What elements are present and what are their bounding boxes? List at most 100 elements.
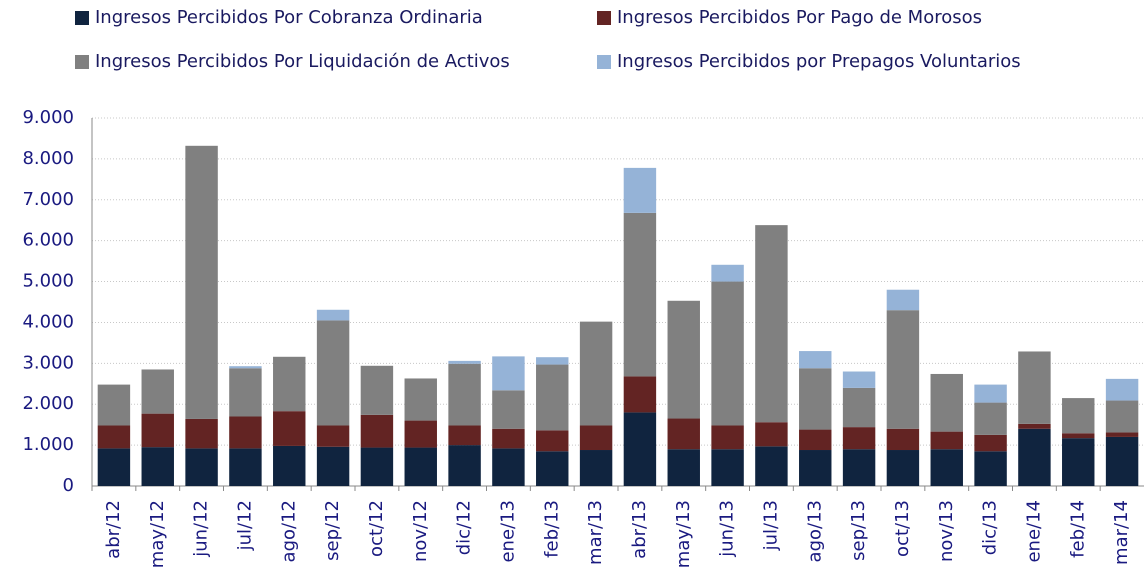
- x-tick-label: dic/12: [454, 500, 475, 555]
- legend-swatch: [597, 55, 611, 69]
- legend: Ingresos Percibidos Por Cobranza Ordinar…: [75, 7, 1021, 72]
- bar-segment: [842, 371, 876, 388]
- bar-segment: [360, 414, 394, 448]
- bar-segment: [755, 422, 788, 447]
- legend-label: Ingresos Percibidos Por Pago de Morosos: [617, 7, 982, 28]
- bar-segment: [1105, 378, 1139, 401]
- bar-segment: [755, 446, 788, 486]
- bar-segment: [229, 368, 262, 417]
- bar-segment: [185, 145, 218, 419]
- x-tick-label: dic/13: [980, 500, 1001, 555]
- x-tick-label: jun/12: [191, 500, 212, 558]
- bar-segment: [229, 416, 262, 449]
- legend-swatch: [75, 11, 89, 25]
- bar-segment: [842, 449, 876, 486]
- x-tick-label: ago/13: [804, 500, 825, 562]
- bar-segment: [711, 281, 744, 426]
- bar-segment: [404, 378, 437, 421]
- y-tick-label: 5.000: [22, 271, 74, 292]
- bar-segment: [273, 356, 306, 412]
- bar-segment: [711, 264, 744, 282]
- bar-segment: [448, 360, 481, 364]
- legend-swatch: [75, 55, 89, 69]
- x-tick-label: may/12: [147, 500, 168, 568]
- bar-segment: [316, 425, 350, 447]
- bar-segment: [536, 430, 569, 452]
- bar-segment: [185, 448, 218, 486]
- x-tick-label: abr/13: [629, 500, 650, 559]
- y-tick-label: 2.000: [22, 393, 74, 414]
- x-tick-label: oct/12: [366, 500, 387, 557]
- bar-segment: [886, 450, 920, 486]
- bar-segment: [492, 356, 525, 391]
- bar-segment: [930, 373, 963, 432]
- bar-segment: [97, 384, 131, 426]
- bar-segment: [667, 449, 700, 486]
- y-tick-label: 6.000: [22, 230, 74, 251]
- bar-segment: [97, 425, 131, 449]
- legend-label: Ingresos Percibidos Por Liquidación de A…: [95, 51, 510, 72]
- bar-segment: [1062, 438, 1095, 486]
- bar-segment: [974, 434, 1007, 452]
- bar-segment: [930, 449, 963, 486]
- bar-segment: [799, 429, 832, 451]
- x-tick-label: mar/13: [585, 500, 606, 565]
- x-tick-label: may/13: [673, 500, 694, 568]
- bar-segment: [141, 447, 174, 486]
- bar-segment: [273, 445, 306, 486]
- bar-segment: [273, 411, 306, 446]
- x-tick-label: jul/13: [760, 500, 781, 551]
- bar-segment: [623, 167, 657, 213]
- bar-segment: [886, 310, 920, 429]
- bar-segment: [185, 418, 218, 449]
- bar-segment: [930, 431, 963, 450]
- bar-segment: [536, 451, 569, 486]
- bar-segment: [974, 402, 1007, 435]
- x-tick-label: mar/14: [1111, 500, 1132, 565]
- bar-segment: [799, 368, 832, 430]
- bar-segment: [974, 384, 1007, 403]
- bar-segment: [404, 420, 437, 448]
- bar-segment: [448, 425, 481, 446]
- bar-segment: [886, 289, 920, 311]
- bar-segment: [448, 445, 481, 486]
- bar-segment: [316, 309, 350, 321]
- x-tick-label: feb/13: [541, 500, 562, 558]
- bar-segment: [536, 357, 569, 365]
- bar-segment: [974, 451, 1007, 486]
- x-tick-label: jul/12: [234, 500, 255, 551]
- bar-segment: [1018, 428, 1051, 486]
- bar-segment: [886, 428, 920, 451]
- bar-segment: [492, 448, 525, 486]
- bar-segment: [755, 225, 788, 423]
- legend-swatch: [597, 11, 611, 25]
- legend-label: Ingresos Percibidos por Prepagos Volunta…: [617, 51, 1021, 72]
- bar-segment: [711, 425, 744, 450]
- x-tick-label: nov/13: [936, 500, 957, 562]
- bar-segment: [492, 428, 525, 449]
- y-tick-label: 0: [63, 475, 74, 496]
- bar-segment: [448, 363, 481, 426]
- x-tick-label: ene/14: [1023, 500, 1044, 563]
- bar-segment: [360, 365, 394, 415]
- bar-segment: [623, 212, 657, 377]
- bar-segment: [360, 447, 394, 486]
- bar-segment: [842, 387, 876, 428]
- y-tick-label: 3.000: [22, 352, 74, 373]
- y-tick-label: 9.000: [22, 107, 74, 128]
- bar-segment: [1062, 433, 1095, 439]
- bar-segment: [229, 448, 262, 486]
- bar-segment: [536, 364, 569, 431]
- y-tick-label: 1.000: [22, 434, 74, 455]
- x-tick-label: feb/14: [1067, 500, 1088, 558]
- x-tick-label: oct/13: [892, 500, 913, 557]
- bar-segment: [316, 446, 350, 486]
- bar-segment: [492, 390, 525, 429]
- x-tick-label: abr/12: [103, 500, 124, 559]
- bar-segment: [316, 320, 350, 426]
- bar-segment: [1105, 436, 1139, 486]
- y-tick-label: 7.000: [22, 189, 74, 210]
- bar-segment: [799, 351, 832, 369]
- bar-segment: [579, 425, 613, 451]
